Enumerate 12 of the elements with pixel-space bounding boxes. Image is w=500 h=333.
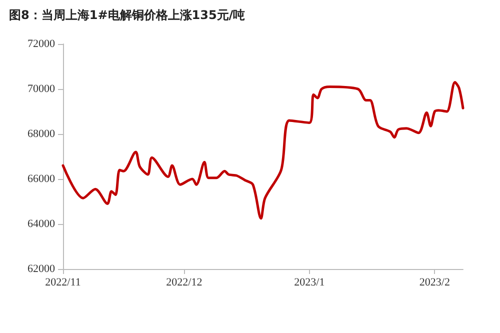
y-tick-label: 66000 bbox=[28, 173, 56, 185]
y-tick-label: 64000 bbox=[28, 218, 56, 230]
x-tick-label: 2023/2 bbox=[419, 276, 450, 288]
chart-title: 图8：当周上海1#电解铜价格上涨135元/吨 bbox=[9, 8, 246, 22]
y-tick-label: 62000 bbox=[28, 263, 56, 275]
y-tick-label: 72000 bbox=[28, 38, 56, 50]
line-series bbox=[62, 81, 464, 220]
y-tick-label: 68000 bbox=[28, 128, 56, 140]
x-tick-label: 2023/1 bbox=[294, 276, 325, 288]
x-tick-label: 2022/11 bbox=[45, 276, 81, 288]
x-tick-label: 2022/12 bbox=[166, 276, 202, 288]
y-tick-label: 70000 bbox=[28, 83, 56, 95]
